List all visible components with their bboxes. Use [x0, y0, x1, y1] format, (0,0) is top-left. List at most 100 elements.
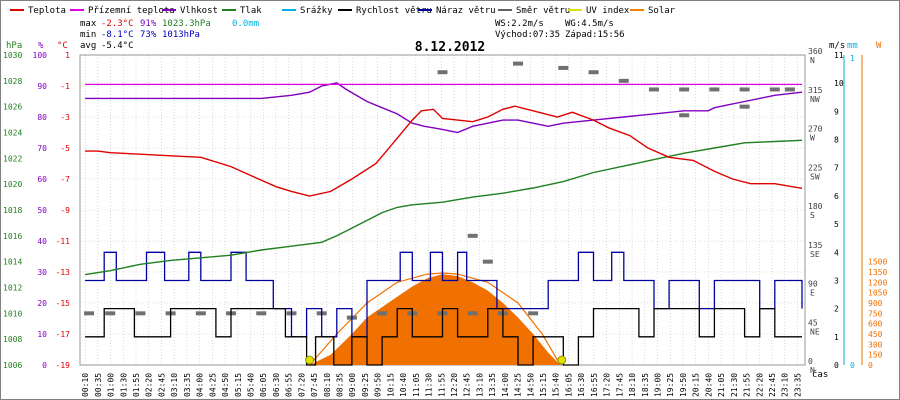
wind-dir-mark [377, 311, 388, 316]
x-tick-label: 03:10 [170, 373, 179, 397]
stat-max-label: max [80, 19, 97, 29]
humidity-tick: 80 [37, 113, 47, 122]
wind-dir-mark [467, 233, 478, 238]
humidity-tick: 70 [37, 144, 47, 153]
legend-label: Náraz větru [436, 6, 496, 16]
wind-dir-deg-tick: 90 [808, 280, 818, 289]
wind-dir-deg-tick: 225 [808, 163, 823, 172]
pressure-tick: 1012 [3, 284, 22, 293]
legend-label: Rychlost větru [356, 6, 432, 16]
wind-dir-mark [739, 104, 750, 109]
x-tick-label: 16:30 [577, 373, 586, 397]
wind-dir-deg-tick: 315 [808, 86, 823, 95]
x-tick-label: 23:10 [781, 373, 790, 397]
sun-marker [305, 355, 314, 365]
x-tick-label: 06:05 [259, 373, 268, 397]
wind-dir-mark [588, 70, 599, 75]
pressure-tick: 1014 [3, 258, 22, 267]
wind-dir-deg-tick: 0 [808, 357, 813, 366]
legend-label: Tlak [240, 6, 262, 16]
legend: Teplota Přízemní teplota Vlhkost Tlak Srážky… [10, 6, 676, 16]
wind-speed-tick: 4 [834, 248, 839, 257]
solar-tick: 450 [868, 330, 883, 339]
temperature-tick: -1 [60, 82, 70, 91]
unit-degc: °C [57, 41, 68, 51]
x-tick-label: 10:40 [399, 373, 408, 397]
wind-dir-name-tick: S [810, 211, 815, 220]
x-tick-label: 13:35 [488, 373, 497, 397]
stat-min-hum: 73% [140, 30, 157, 40]
temperature-line [85, 105, 803, 197]
pressure-tick: 1030 [3, 51, 22, 60]
unit-w: W [876, 41, 882, 51]
x-tick-label: 16:05 [564, 373, 573, 397]
unit-ms: m/s [829, 41, 845, 51]
x-axis-labels: 00:10 00:35 01:00 01:30 01:55 02:20 02:45 03:10… [81, 373, 802, 397]
x-tick-label: 11:05 [412, 373, 421, 397]
x-tick-label: 11:30 [425, 373, 434, 397]
wind-dir-mark [84, 311, 95, 316]
wind-speed-line [85, 307, 802, 366]
x-tick-label: 02:20 [145, 373, 154, 397]
pressure-tick: 1018 [3, 206, 22, 215]
solar-area [309, 274, 561, 365]
wind-dir-mark [467, 311, 478, 316]
wind-dir-deg-tick: 270 [808, 125, 823, 134]
wind-dir-name-tick: SE [810, 250, 820, 259]
humidity-tick: 20 [37, 299, 47, 308]
wind-dir-mark [105, 311, 116, 316]
solar-tick: 900 [868, 299, 883, 308]
x-tick-label: 12:20 [450, 373, 459, 397]
wind-speed-tick: 5 [834, 220, 839, 229]
wind-dir-deg-tick: 45 [808, 318, 818, 327]
solar-tick: 1500 [868, 258, 887, 267]
stat-min-press: 1013hPa [162, 30, 200, 40]
pressure-tick: 1024 [3, 129, 22, 138]
wind-info-block: WS:2.2m/s WG:4.5m/s Východ:07:35 Západ:1… [495, 19, 625, 40]
x-tick-label: 07:20 [297, 373, 306, 397]
wind-speed-tick: 10 [834, 79, 844, 88]
temperature-tick: -19 [56, 361, 71, 370]
solar-tick: 750 [868, 309, 883, 318]
x-tick-label: 15:40 [552, 373, 561, 397]
wind-speed-tick: 9 [834, 107, 839, 116]
sunrise-time: Východ:07:35 [495, 30, 560, 40]
wind-dir-name-tick: N [810, 56, 815, 65]
stat-max-temp: -2.3°C [101, 19, 134, 29]
humidity-tick: 90 [37, 82, 47, 91]
solar-tick: 1350 [868, 268, 887, 277]
x-tick-label: 23:35 [793, 373, 802, 397]
x-tick-label: 04:25 [208, 373, 217, 397]
x-tick-label: 14:50 [526, 373, 535, 397]
temperature-tick: -11 [56, 237, 71, 246]
x-tick-label: 10:15 [386, 373, 395, 397]
temperature-tick: -7 [60, 175, 70, 184]
wind-dir-name-tick: W [810, 134, 815, 143]
unit-time: čas [812, 369, 828, 380]
x-tick-label: 01:55 [132, 373, 141, 397]
wind-dir-name-tick: NW [810, 95, 820, 104]
temperature-tick: -15 [56, 299, 71, 308]
wind-wg: WG:4.5m/s [565, 19, 614, 29]
rain-tick: 1 [850, 54, 855, 63]
legend-label: Vlhkost [180, 6, 218, 16]
rain-tick: 0 [850, 361, 855, 370]
humidity-tick: 60 [37, 175, 47, 184]
x-tick-label: 15:15 [539, 373, 548, 397]
x-tick-label: 07:45 [310, 373, 319, 397]
stat-avg-temp: -5.4°C [101, 41, 134, 51]
legend-label: Přízemní teplota [88, 6, 175, 16]
wind-dir-mark [709, 87, 720, 92]
solar-tick: 0 [868, 361, 873, 370]
temperature-tick: -13 [56, 268, 71, 277]
wind-dir-name-tick: E [810, 289, 815, 298]
unit-hpa: hPa [6, 41, 22, 51]
wind-dir-mark [679, 113, 690, 118]
x-tick-label: 19:25 [666, 373, 675, 397]
pressure-line [84, 139, 803, 276]
wind-dir-mark [437, 70, 448, 75]
legend-label: Teplota [28, 6, 66, 16]
x-tick-label: 08:35 [336, 373, 345, 397]
